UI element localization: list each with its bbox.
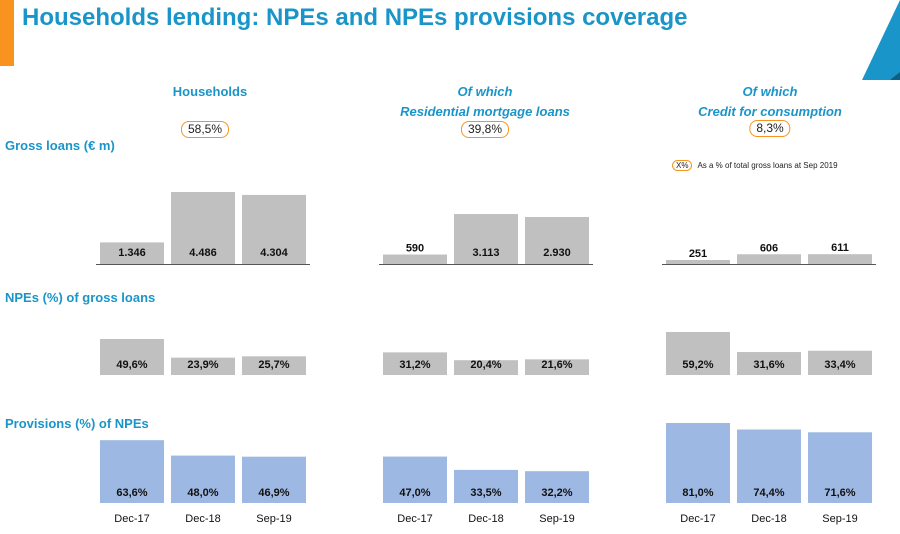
data-label: 1.346 [118, 247, 146, 259]
data-label: 21,6% [541, 359, 572, 371]
bar [383, 456, 447, 503]
corner-triangle [862, 0, 900, 80]
bar [737, 254, 801, 264]
data-label: 46,9% [258, 487, 289, 499]
data-label: 49,6% [116, 359, 147, 371]
row-label-provisions: Provisions (%) of NPEs [5, 416, 149, 431]
page-title: Households lending: NPEs and NPEs provis… [22, 4, 688, 31]
data-label: 251 [689, 248, 707, 260]
group-heading-consumption: Of which Credit for consumption [640, 82, 900, 122]
x-tick-label: Dec-17 [397, 513, 432, 525]
bar [100, 338, 164, 375]
bar [100, 242, 164, 264]
group-heading-line2: Residential mortgage loans [400, 104, 570, 119]
data-label: 23,9% [187, 359, 218, 371]
x-tick-label: Dec-17 [680, 513, 715, 525]
bar [666, 332, 730, 375]
data-label: 4.304 [260, 247, 288, 259]
data-label: 31,2% [399, 359, 430, 371]
data-label: 611 [831, 242, 849, 254]
x-tick-label: Dec-17 [114, 513, 149, 525]
share-badge-households: 58,5% [180, 121, 230, 138]
legend-chip: X% [672, 160, 693, 171]
x-tick-label: Sep-19 [822, 513, 857, 525]
bar [525, 216, 589, 264]
bar [454, 360, 518, 375]
bar [666, 259, 730, 264]
bar [808, 432, 872, 503]
bar [808, 350, 872, 375]
data-label: 33,5% [470, 487, 501, 499]
bar [737, 352, 801, 375]
legend-text: As a % of total gross loans at Sep 2019 [697, 161, 838, 170]
data-label: 590 [406, 243, 424, 255]
x-tick-label: Sep-19 [539, 513, 574, 525]
bar [242, 356, 306, 375]
bar [100, 440, 164, 503]
data-label: 32,2% [541, 487, 572, 499]
bar [666, 423, 730, 503]
group-heading-residential: Of which Residential mortgage loans [355, 82, 615, 122]
data-label: 71,6% [824, 487, 855, 499]
bar [242, 456, 306, 503]
data-label: 81,0% [682, 487, 713, 499]
bar [525, 359, 589, 375]
group-heading-households: Households [80, 82, 340, 102]
bar [808, 254, 872, 264]
bar [242, 194, 306, 264]
group-heading-line1: Households [172, 84, 248, 99]
bar [454, 214, 518, 264]
data-label: 20,4% [470, 359, 501, 371]
data-label: 31,6% [753, 359, 784, 371]
bar [383, 254, 447, 264]
accent-bar [0, 0, 14, 66]
bar [737, 429, 801, 503]
data-label: 2.930 [543, 247, 571, 259]
row-label-npes: NPEs (%) of gross loans [5, 290, 156, 305]
bar [171, 455, 235, 503]
x-tick-label: Dec-18 [468, 513, 503, 525]
data-label: 25,7% [258, 359, 289, 371]
share-badge-consumption: 8,3% [749, 120, 791, 137]
data-label: 606 [760, 242, 778, 254]
bar [525, 471, 589, 503]
group-heading-line1: Of which [742, 84, 798, 99]
bar [171, 192, 235, 264]
data-label: 63,6% [116, 487, 147, 499]
data-label: 59,2% [682, 359, 713, 371]
data-label: 47,0% [399, 487, 430, 499]
data-label: 4.486 [189, 247, 217, 259]
data-label: 3.113 [473, 247, 500, 259]
legend: X% As a % of total gross loans at Sep 201… [672, 160, 838, 171]
row-label-gross-loans: Gross loans (€ m) [5, 138, 115, 153]
bar [454, 469, 518, 503]
bar [383, 352, 447, 375]
group-heading-line2: Credit for consumption [698, 104, 842, 119]
x-tick-label: Dec-18 [185, 513, 220, 525]
bar [171, 357, 235, 375]
data-label: 48,0% [187, 487, 218, 499]
data-label: 33,4% [824, 359, 855, 371]
x-tick-label: Sep-19 [256, 513, 291, 525]
group-heading-line1: Of which [457, 84, 513, 99]
x-tick-label: Dec-18 [751, 513, 786, 525]
share-badge-residential: 39,8% [460, 121, 510, 138]
data-label: 74,4% [753, 487, 784, 499]
